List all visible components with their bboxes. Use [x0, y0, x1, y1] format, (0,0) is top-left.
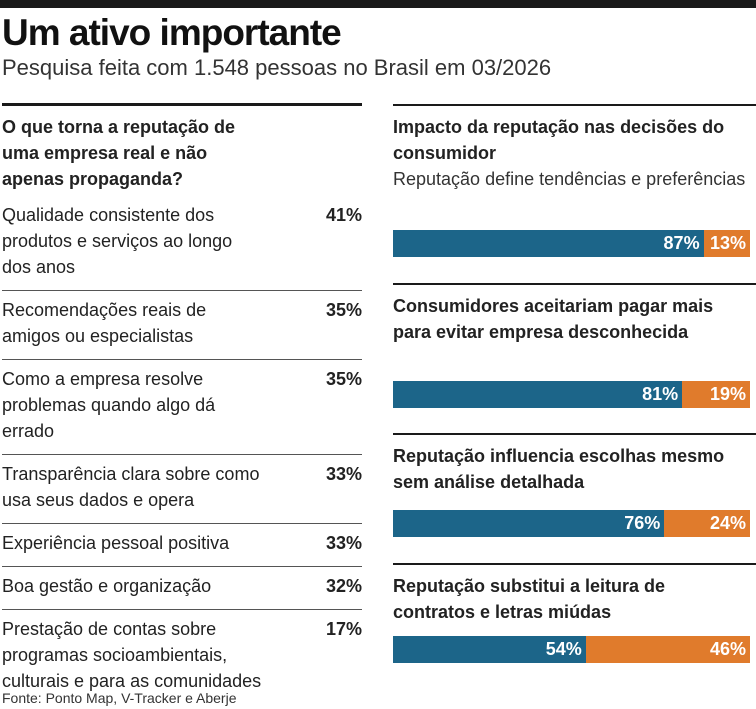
panel: Reputação influencia escolhas mesmo sem …: [393, 433, 756, 495]
bar-segment: [393, 636, 586, 663]
ranking-list: O que torna a reputação de uma empresa r…: [2, 103, 362, 704]
stacked-bar: 81% 19%: [393, 381, 750, 408]
question: O que torna a reputação de uma empresa r…: [2, 117, 236, 189]
item-label: Transparência clara sobre como usa seus …: [2, 464, 260, 510]
panel-title: Reputação substitui a leitura de contrat…: [393, 576, 666, 622]
panel: Consumidores aceitariam pagar mais para …: [393, 283, 756, 345]
stacked-bar: 54% 46%: [393, 636, 750, 663]
list-item: Transparência clara sobre como usa seus …: [2, 455, 362, 524]
subtitle: Pesquisa feita com 1.548 pessoas no Bras…: [2, 55, 552, 80]
bar-value-label: 54%: [545, 639, 582, 659]
item-value: 41%: [325, 205, 362, 225]
bar-value-label: 87%: [663, 233, 700, 253]
panel-title: Impacto da reputação nas decisões do con…: [393, 117, 725, 163]
list-item: Boa gestão e organização 32%: [2, 567, 362, 610]
bar-value-label: 19%: [709, 384, 746, 404]
panel-title: Reputação influencia escolhas mesmo sem …: [393, 446, 725, 492]
list-item: Recomendações reais de amigos ou especia…: [2, 291, 362, 360]
list-item: Experiência pessoal positiva 33%: [2, 524, 362, 567]
item-label: Experiência pessoal positiva: [2, 533, 230, 553]
bar-value-label: 24%: [709, 513, 746, 533]
item-label: Como a empresa resolve problemas quando …: [2, 369, 216, 441]
item-value: 35%: [325, 300, 362, 320]
source: Fonte: Ponto Map, V-Tracker e Aberje: [2, 690, 237, 706]
bar-segment: [703, 230, 750, 257]
list-item: Qualidade consistente dos produtos e ser…: [2, 196, 362, 291]
bar-segment: [393, 381, 683, 408]
item-label: Prestação de contas sobre programas soci…: [2, 619, 262, 691]
top-bar: [0, 0, 756, 8]
bar-segment: [585, 636, 750, 663]
item-label: Boa gestão e organização: [2, 576, 212, 596]
panel-title: Consumidores aceitariam pagar mais para …: [393, 296, 714, 342]
bar-value-label: 81%: [642, 384, 679, 404]
stacked-bar: 76% 24%: [393, 510, 750, 537]
bar-value-label: 13%: [709, 233, 746, 253]
bar-segment: [682, 381, 750, 408]
bar-segment: [664, 510, 750, 537]
list-item: Prestação de contas sobre programas soci…: [2, 610, 362, 704]
item-value: 35%: [325, 369, 362, 389]
bar-segment: [393, 230, 704, 257]
bar-value-label: 46%: [709, 639, 746, 659]
bar-value-label: 76%: [624, 513, 661, 533]
list-item: Como a empresa resolve problemas quando …: [2, 360, 362, 455]
panel: Impacto da reputação nas decisões do con…: [393, 104, 756, 192]
bar-segment: [393, 510, 665, 537]
item-value: 33%: [325, 464, 362, 484]
panel-subtitle: Reputação define tendências e preferênci…: [393, 169, 746, 189]
title: Um ativo importante: [2, 12, 342, 53]
item-value: 32%: [325, 576, 362, 596]
stacked-bar: 87% 13%: [393, 230, 750, 257]
panel: Reputação substitui a leitura de contrat…: [393, 563, 756, 625]
item-value: 17%: [325, 619, 362, 639]
item-label: Qualidade consistente dos produtos e ser…: [2, 205, 233, 277]
item-value: 33%: [325, 533, 362, 553]
item-label: Recomendações reais de amigos ou especia…: [2, 300, 207, 346]
